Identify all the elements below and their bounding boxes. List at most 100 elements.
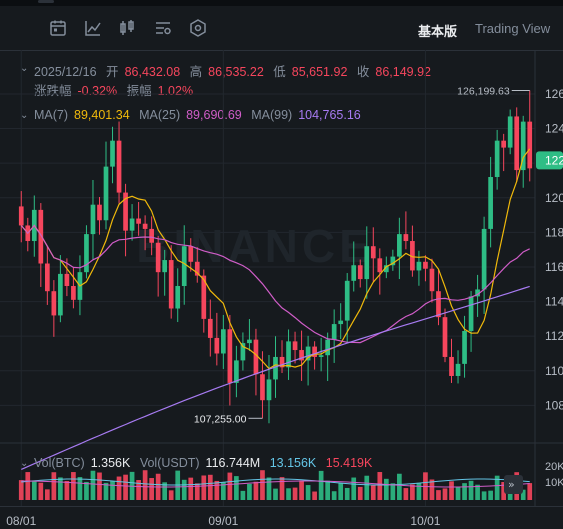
ma25-label: MA(25) bbox=[139, 108, 181, 122]
high-value: 86,535.22 bbox=[208, 65, 264, 79]
candle bbox=[181, 246, 187, 287]
candle bbox=[436, 291, 441, 318]
volume-bar bbox=[136, 480, 141, 500]
volume-bar bbox=[273, 488, 278, 500]
volume-bar bbox=[397, 473, 402, 500]
volume-bar bbox=[390, 483, 396, 500]
candle bbox=[397, 234, 402, 257]
volume-bar bbox=[64, 481, 70, 500]
candle bbox=[58, 273, 63, 316]
candle bbox=[331, 324, 337, 340]
candle bbox=[364, 246, 370, 280]
candle bbox=[90, 204, 96, 235]
volume-bar bbox=[325, 480, 330, 500]
ma7-line bbox=[20, 148, 531, 370]
candle bbox=[449, 356, 454, 376]
candle bbox=[357, 265, 363, 280]
collapse-chevron-icon[interactable]: ⌄ bbox=[20, 63, 29, 74]
candle bbox=[129, 218, 135, 231]
volume-bar bbox=[84, 481, 89, 500]
candle bbox=[110, 140, 115, 167]
binance-watermark: BINANCE bbox=[136, 220, 374, 272]
volume-bar bbox=[149, 478, 154, 500]
volume-bar bbox=[71, 472, 76, 500]
candle bbox=[260, 374, 265, 401]
candle bbox=[481, 228, 487, 290]
x-tick-label: 09/01 bbox=[208, 514, 238, 528]
volume-bar bbox=[344, 487, 350, 500]
low-label: 低 bbox=[273, 65, 286, 79]
volume-bar bbox=[188, 477, 194, 500]
tradingview-mode-tab[interactable]: Trading View bbox=[475, 21, 551, 36]
candle bbox=[149, 228, 154, 243]
ma-chevron-icon[interactable]: ⌄ bbox=[20, 110, 29, 121]
high-annotation: 126,199.63 bbox=[457, 85, 510, 97]
indicator-settings-icon[interactable] bbox=[153, 18, 173, 38]
ma25-line bbox=[20, 224, 530, 344]
candle bbox=[194, 261, 200, 276]
ma99-label: MA(99) bbox=[251, 108, 293, 122]
candle bbox=[351, 265, 357, 281]
candle bbox=[318, 355, 324, 357]
time-axis bbox=[0, 506, 563, 529]
candle bbox=[520, 121, 526, 171]
low-annotation: 107,255.00 bbox=[194, 413, 247, 425]
y-tick-label: 124 bbox=[545, 122, 563, 136]
low-value: 85,651.92 bbox=[291, 65, 348, 79]
volume-bar bbox=[383, 478, 389, 500]
candle bbox=[527, 121, 533, 169]
calendar-icon[interactable] bbox=[48, 18, 68, 38]
volume-bar bbox=[527, 483, 533, 500]
volume-bar bbox=[318, 470, 324, 500]
candle bbox=[142, 223, 148, 229]
volume-bar bbox=[286, 488, 291, 500]
volume-bar bbox=[194, 483, 200, 500]
volume-bar bbox=[351, 477, 357, 500]
double-chevron-icon: » bbox=[508, 478, 515, 491]
volume-bar bbox=[305, 485, 311, 500]
volume-bar bbox=[442, 488, 448, 500]
line-chart-icon[interactable] bbox=[83, 18, 103, 38]
current-price-label: 122 bbox=[545, 153, 563, 167]
vol-btc-value: 1.356K bbox=[90, 456, 131, 470]
top-strip bbox=[0, 0, 563, 6]
volume-bar bbox=[18, 480, 24, 500]
volume-bar bbox=[168, 490, 174, 500]
volume-bar bbox=[240, 490, 246, 500]
volume-bar bbox=[481, 491, 487, 500]
candle bbox=[286, 341, 291, 368]
candle bbox=[253, 339, 259, 375]
y-tick-label: 120 bbox=[545, 191, 563, 205]
candle bbox=[51, 291, 57, 316]
candle bbox=[84, 234, 89, 273]
ma7-value: 89,401.34 bbox=[74, 108, 130, 122]
candle bbox=[475, 289, 480, 297]
volume-bar bbox=[247, 483, 252, 500]
candle bbox=[273, 356, 278, 380]
candle bbox=[38, 209, 44, 264]
candlestick-icon[interactable] bbox=[117, 18, 137, 38]
volume-ma-line bbox=[21, 478, 530, 486]
candle bbox=[247, 339, 252, 344]
candle bbox=[488, 177, 493, 229]
candle bbox=[292, 341, 298, 351]
candle bbox=[383, 265, 389, 273]
volume-bar bbox=[364, 475, 370, 500]
vol-btc-label: Vol(BTC) bbox=[34, 456, 85, 470]
basic-mode-tab[interactable]: 基本版 bbox=[418, 24, 458, 39]
candle bbox=[234, 360, 239, 383]
candle bbox=[507, 116, 513, 148]
volume-bar bbox=[58, 477, 63, 500]
candle bbox=[468, 296, 474, 331]
candle bbox=[155, 242, 161, 273]
candle bbox=[136, 218, 141, 224]
volume-bar bbox=[123, 474, 128, 500]
volume-bar bbox=[221, 482, 226, 500]
vol-chevron-icon[interactable]: ⌄ bbox=[20, 458, 29, 469]
price-chart[interactable]: 108 110 112 114 116 118 120 122 124 126 BINANCE 126… bbox=[0, 50, 563, 528]
close-label: 收 bbox=[356, 65, 370, 79]
volume-bar bbox=[520, 489, 526, 500]
hexagon-settings-icon[interactable] bbox=[188, 18, 208, 38]
volume-info-row: Vol(BTC) 1.356K Vol(USDT) 116.744M 13.156K… bbox=[34, 456, 378, 470]
candle bbox=[123, 192, 128, 231]
